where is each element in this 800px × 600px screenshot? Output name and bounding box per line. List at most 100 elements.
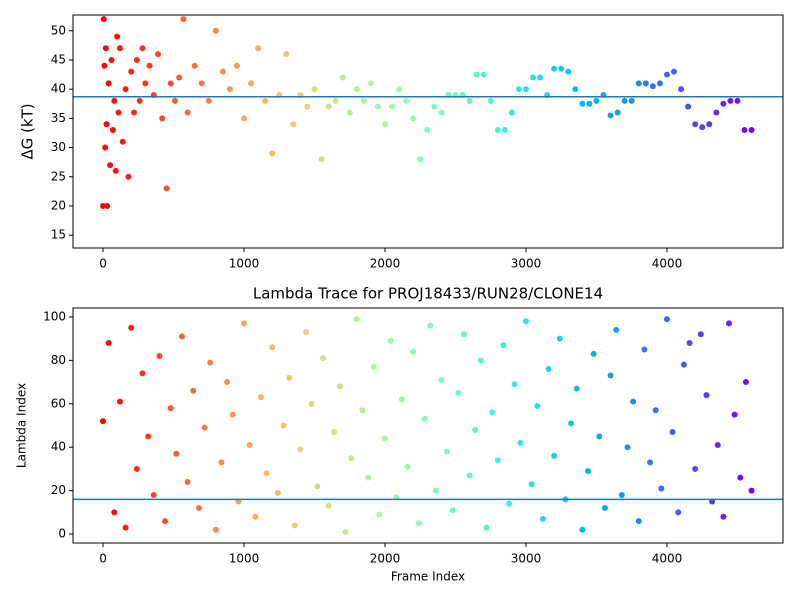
point bbox=[283, 51, 290, 58]
point bbox=[427, 322, 434, 329]
point bbox=[579, 526, 586, 533]
axes-frame bbox=[72, 307, 784, 544]
point bbox=[613, 326, 620, 333]
point bbox=[101, 62, 108, 69]
point bbox=[489, 409, 496, 416]
point bbox=[109, 127, 116, 134]
point bbox=[365, 474, 372, 481]
point bbox=[308, 400, 315, 407]
point bbox=[635, 80, 642, 87]
point bbox=[255, 45, 262, 52]
point bbox=[360, 97, 367, 104]
point bbox=[551, 452, 558, 459]
point bbox=[167, 80, 174, 87]
point bbox=[410, 348, 417, 355]
point bbox=[233, 62, 240, 69]
point bbox=[139, 370, 146, 377]
point bbox=[635, 518, 642, 525]
x-tick-label: 2000 bbox=[370, 552, 401, 566]
point bbox=[263, 470, 270, 477]
point bbox=[133, 56, 140, 63]
point bbox=[111, 97, 118, 104]
point bbox=[370, 363, 377, 370]
x-tick-label: 4000 bbox=[652, 552, 683, 566]
point bbox=[108, 56, 115, 63]
x-tick-label: 1000 bbox=[229, 552, 260, 566]
x-tick-label: 4000 bbox=[652, 257, 683, 271]
y-tick-label: 15 bbox=[51, 228, 66, 242]
point bbox=[198, 80, 205, 87]
point bbox=[103, 121, 110, 128]
point bbox=[159, 115, 166, 122]
point bbox=[713, 109, 720, 116]
point bbox=[290, 121, 297, 128]
point bbox=[111, 509, 118, 516]
point bbox=[119, 138, 126, 145]
point bbox=[663, 71, 670, 78]
point bbox=[714, 442, 721, 449]
point bbox=[586, 100, 593, 107]
point bbox=[720, 100, 727, 107]
point bbox=[699, 124, 706, 131]
point bbox=[224, 379, 231, 386]
point bbox=[573, 385, 580, 392]
point bbox=[212, 526, 219, 533]
point bbox=[669, 429, 676, 436]
point bbox=[122, 86, 129, 93]
point bbox=[314, 483, 321, 490]
point bbox=[658, 485, 665, 492]
point bbox=[614, 109, 621, 116]
point bbox=[112, 167, 119, 174]
point bbox=[438, 109, 445, 116]
point bbox=[398, 396, 405, 403]
point bbox=[596, 433, 603, 440]
point bbox=[630, 398, 637, 405]
point bbox=[500, 342, 507, 349]
point bbox=[178, 333, 185, 340]
point bbox=[269, 344, 276, 351]
point bbox=[102, 45, 109, 52]
point bbox=[145, 433, 152, 440]
point bbox=[686, 339, 693, 346]
point bbox=[444, 448, 451, 455]
point bbox=[167, 405, 174, 412]
point bbox=[706, 121, 713, 128]
y-tick-label: 80 bbox=[51, 353, 66, 367]
point bbox=[649, 83, 656, 90]
point bbox=[455, 389, 462, 396]
y-tick-label: 100 bbox=[43, 309, 66, 323]
point bbox=[417, 156, 424, 163]
x-axis-label: Frame Index bbox=[391, 570, 465, 584]
point bbox=[146, 62, 153, 69]
y-tick-label: 30 bbox=[51, 140, 66, 154]
point bbox=[494, 127, 501, 134]
point bbox=[642, 80, 649, 87]
point bbox=[318, 156, 325, 163]
point bbox=[483, 524, 490, 531]
point bbox=[128, 68, 135, 75]
point bbox=[534, 402, 541, 409]
point bbox=[607, 112, 614, 119]
point bbox=[303, 329, 310, 336]
point bbox=[641, 346, 648, 353]
point bbox=[336, 383, 343, 390]
point bbox=[506, 500, 513, 507]
point bbox=[163, 185, 170, 192]
point bbox=[173, 450, 180, 457]
point bbox=[207, 359, 214, 366]
point bbox=[734, 97, 741, 104]
y-tick-label: 60 bbox=[51, 396, 66, 410]
x-tick-label: 1000 bbox=[229, 257, 260, 271]
point bbox=[226, 86, 233, 93]
point bbox=[325, 502, 332, 509]
point bbox=[466, 472, 473, 479]
point bbox=[201, 424, 208, 431]
point bbox=[102, 144, 109, 151]
point bbox=[511, 381, 518, 388]
point bbox=[675, 509, 682, 516]
point bbox=[115, 109, 122, 116]
point bbox=[291, 522, 298, 529]
point bbox=[731, 411, 738, 418]
point bbox=[720, 513, 727, 520]
point bbox=[742, 379, 749, 386]
